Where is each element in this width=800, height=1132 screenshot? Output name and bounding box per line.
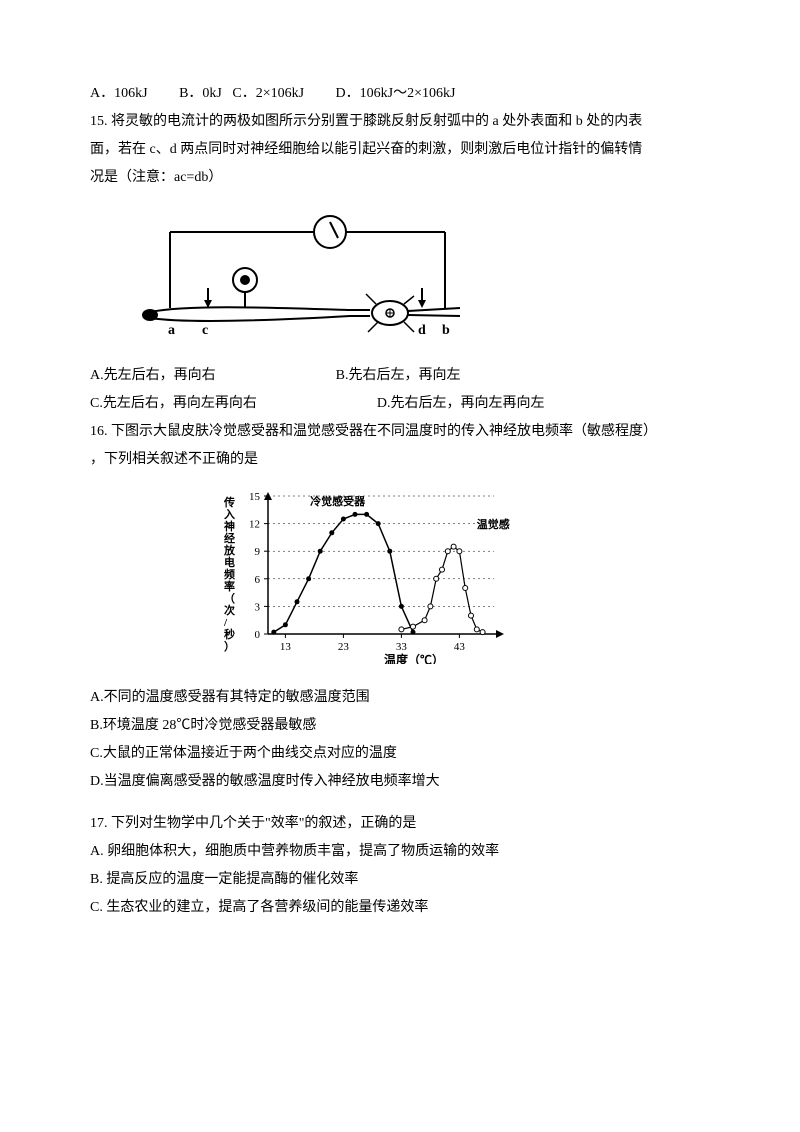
q16-stem-line1: 16. 下图示大鼠皮肤冷觉感受器和温觉感受器在不同温度时的传入神经放电频率（敏感…	[90, 418, 710, 446]
q15-options-row2: C.先左后右，再向左再向右 D.先右后左，再向左再向左	[90, 390, 710, 418]
q14-options: A．106kJ B．0kJ C．2×106kJ D．106kJ～2×106kJ	[90, 80, 710, 108]
svg-text:放: 放	[223, 543, 236, 557]
svg-text:43: 43	[454, 641, 466, 653]
svg-text:温度（℃）: 温度（℃）	[384, 652, 444, 664]
q17-optB: B. 提高反应的温度一定能提高酶的催化效率	[90, 866, 710, 894]
q16-optC: C.大鼠的正常体温接近于两个曲线交点对应的温度	[90, 740, 710, 768]
q15-optA: A.先左后右，再向右	[90, 362, 216, 390]
q14-optC: C．2×106kJ	[232, 86, 304, 101]
svg-text:33: 33	[396, 641, 408, 653]
q15-stem-line1: 15. 将灵敏的电流计的两极如图所示分别置于膝跳反射反射弧中的 a 处外表面和 …	[90, 108, 710, 136]
q15-optB: B.先右后左，再向左	[336, 362, 461, 390]
svg-text:0: 0	[255, 629, 261, 641]
label-b: b	[442, 323, 450, 338]
svg-text:（: （	[224, 592, 235, 605]
svg-text:秒: 秒	[224, 627, 235, 641]
svg-text:次: 次	[224, 603, 235, 617]
label-c: c	[202, 323, 208, 338]
q14-optB: B．0kJ	[179, 86, 222, 101]
q17-optA: A. 卵细胞体积大，细胞质中营养物质丰富，提高了物质运输的效率	[90, 838, 710, 866]
svg-text:神: 神	[224, 519, 235, 533]
svg-text:15: 15	[249, 491, 261, 503]
svg-text:）: ）	[224, 640, 235, 653]
q15-options-row1: A.先左后右，再向右 B.先右后左，再向左	[90, 362, 710, 390]
svg-text:6: 6	[255, 574, 261, 586]
q16-optA: A.不同的温度感受器有其特定的敏感温度范围	[90, 684, 710, 712]
svg-text:3: 3	[255, 601, 261, 613]
label-a: a	[168, 323, 175, 338]
q17-optC: C. 生态农业的建立，提高了各营养级间的能量传递效率	[90, 894, 710, 922]
svg-text:入: 入	[224, 508, 235, 521]
q16-optB: B.环境温度 28℃时冷觉感受器最敏感	[90, 712, 710, 740]
q16-optD: D.当温度偏离感受器的敏感温度时传入神经放电频率增大	[90, 768, 710, 796]
q15-stem-line3: 况是（注意：ac=db）	[90, 164, 710, 192]
q15-optC: C.先左后右，再向左再向右	[90, 390, 257, 418]
q15-optD: D.先右后左，再向左再向左	[377, 390, 545, 418]
q16-stem-line2: ，下列相关叙述不正确的是	[90, 446, 710, 474]
svg-text:冷觉感受器: 冷觉感受器	[310, 494, 366, 508]
label-d: d	[418, 323, 426, 338]
q17-stem: 17. 下列对生物学中几个关于"效率"的叙述，正确的是	[90, 810, 710, 838]
q14-optD: D．106kJ～2×106kJ	[336, 86, 456, 101]
svg-text:传: 传	[223, 495, 235, 509]
svg-text:率: 率	[224, 579, 235, 593]
svg-text:13: 13	[280, 641, 292, 653]
q15-stem-line2: 面，若在 c、d 两点同时对神经细胞给以能引起兴奋的刺激，则刺激后电位计指针的偏…	[90, 136, 710, 164]
q14-optA: A．106kJ	[90, 86, 148, 101]
svg-text:频: 频	[224, 567, 235, 581]
svg-text:12: 12	[249, 519, 260, 531]
svg-text:温觉感受器: 温觉感受器	[477, 517, 510, 531]
svg-text:9: 9	[255, 546, 261, 558]
svg-text:/: /	[223, 617, 228, 629]
q16-chart: 0 3 6 9 12 15 13 23 33 43 传入神经放电频率（次/秒） 温度（℃） 冷觉感受器温…	[210, 484, 710, 664]
svg-text:电: 电	[224, 555, 235, 569]
q15-diagram: a c d b	[130, 212, 710, 342]
svg-text:经: 经	[224, 531, 235, 545]
svg-text:23: 23	[338, 641, 350, 653]
